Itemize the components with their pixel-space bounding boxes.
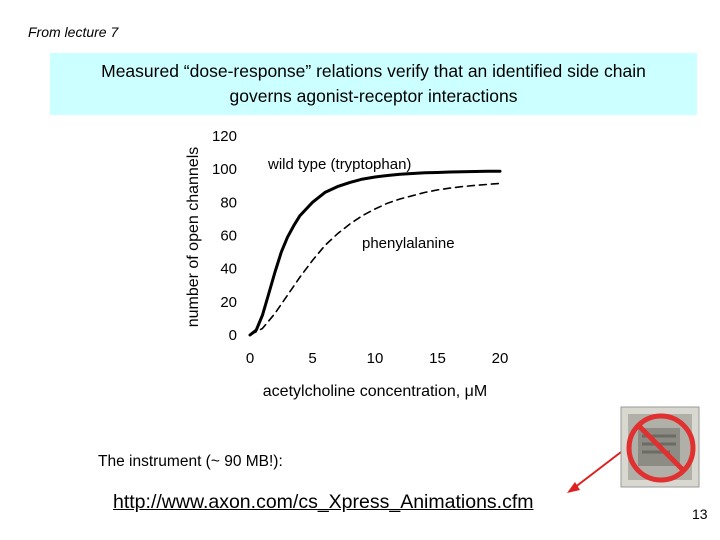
y-tick-label: 40	[220, 261, 237, 278]
page-number: 13	[692, 506, 708, 522]
y-tick-label: 100	[212, 161, 237, 178]
chart-series	[248, 169, 502, 337]
pointer-arrow-head	[567, 482, 580, 493]
title-line-1: Measured “dose-response” relations verif…	[101, 61, 646, 81]
title-banner: Measured “dose-response” relations verif…	[50, 53, 697, 115]
x-axis-label: acetylcholine concentration, μM	[263, 383, 487, 400]
axon-animation-link[interactable]: http://www.axon.com/cs_Xpress_Animations…	[113, 491, 534, 513]
pointer-arrow-line	[573, 448, 626, 489]
y-tick-label: 20	[220, 294, 237, 311]
y-tick-label: 80	[220, 194, 237, 211]
instrument-caption: The instrument (~ 90 MB!):	[98, 453, 283, 470]
y-tick-label: 60	[220, 228, 237, 245]
x-tick-label: 20	[492, 350, 509, 367]
no-symbol-icon	[626, 413, 696, 483]
y-tick-label: 0	[229, 327, 237, 344]
series-line-phenylalanine	[249, 182, 501, 336]
title-line-2: governs agonist-receptor interactions	[229, 86, 518, 106]
series-line-wild-type	[248, 169, 502, 337]
x-tick-label: 10	[367, 350, 384, 367]
y-axis-label: number of open channels	[185, 147, 202, 328]
series-label-phenylalanine: phenylalanine	[362, 235, 455, 252]
x-tick-label: 0	[246, 350, 254, 367]
y-tick-label: 120	[212, 128, 237, 145]
instrument-thumbnail[interactable]	[620, 406, 702, 495]
x-tick-label: 5	[308, 350, 316, 367]
series-label-wild-type: wild type (tryptophan)	[267, 156, 411, 173]
lecture-note: From lecture 7	[28, 24, 119, 40]
x-tick-label: 15	[429, 350, 446, 367]
chart-ticks: 0 20 40 60 80 100 120 0 5 10 15 20	[212, 128, 508, 367]
